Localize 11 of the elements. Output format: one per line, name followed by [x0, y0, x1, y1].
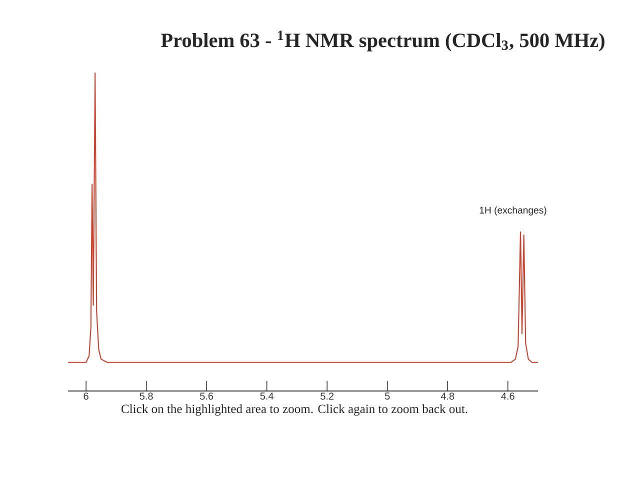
x-tick-label: 5.4	[260, 392, 274, 400]
annotation: 1H (exchanges)	[480, 206, 546, 216]
x-tick-label: 4.6	[501, 392, 514, 400]
x-tick-label: 5.6	[200, 392, 214, 400]
x-tick-label: 4.8	[440, 392, 454, 400]
text: Click on the highlighted area to zoom. Click again to zoom back out.	[122, 404, 468, 416]
x-tick-label: 5.8	[140, 392, 153, 400]
chart-title: Problem 63 - $^{1}$H NMR spectrum (CDCl$_{3}$, 500 MHz)	[161, 30, 604, 52]
x-tick-label: 5	[384, 392, 390, 400]
x-tick-label: 6	[84, 392, 88, 400]
x-tick-label: 5.2	[320, 392, 334, 400]
